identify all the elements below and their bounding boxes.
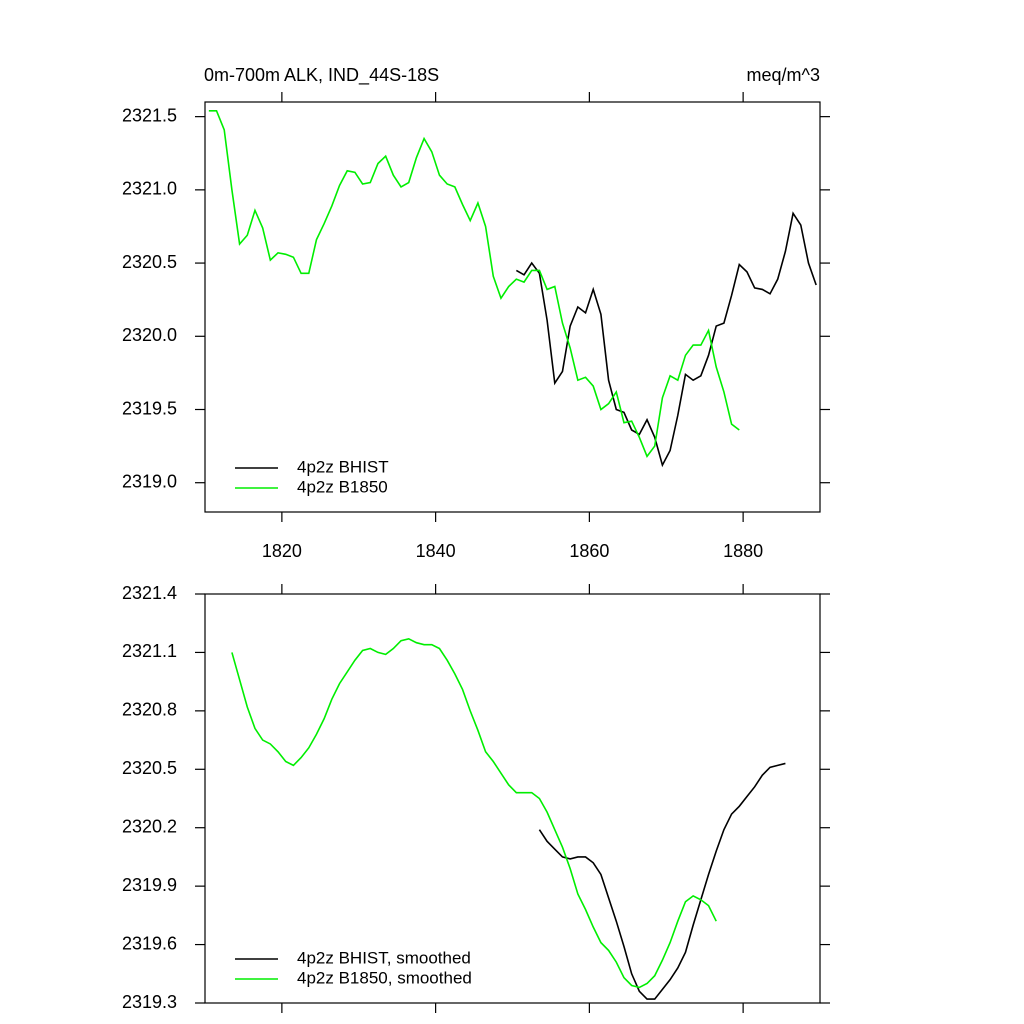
x-tick-label: 1860 xyxy=(569,541,609,561)
left-title: 0m-700m ALK, IND_44S-18S xyxy=(204,65,439,86)
x-tick-label: 1880 xyxy=(723,541,763,561)
y-tick-label: 2319.3 xyxy=(122,992,177,1012)
series-line xyxy=(208,109,740,458)
series-line xyxy=(515,211,817,468)
y-tick-label: 2319.6 xyxy=(122,933,177,953)
right-title: meq/m^3 xyxy=(747,65,820,85)
series-line xyxy=(231,637,717,989)
legend-label: 4p2z BHIST, smoothed xyxy=(297,948,471,967)
y-tick-label: 2320.2 xyxy=(122,816,177,836)
y-tick-label: 2320.5 xyxy=(122,758,177,778)
plot-frame xyxy=(204,101,821,513)
y-tick-label: 2321.4 xyxy=(122,583,177,603)
y-tick-label: 2320.0 xyxy=(122,325,177,345)
x-tick-label: 1820 xyxy=(262,541,302,561)
y-tick-label: 2319.5 xyxy=(122,398,177,418)
y-tick-label: 2321.0 xyxy=(122,179,177,199)
y-tick-label: 2320.5 xyxy=(122,252,177,272)
x-tick-label: 1840 xyxy=(416,541,456,561)
legend-label: 4p2z B1850 xyxy=(297,477,388,496)
legend-label: 4p2z B1850, smoothed xyxy=(297,968,472,987)
y-tick-label: 2319.9 xyxy=(122,875,177,895)
y-tick-label: 2321.1 xyxy=(122,641,177,661)
plot-frame xyxy=(204,593,821,1004)
y-tick-label: 2319.0 xyxy=(122,471,177,491)
series-line xyxy=(538,762,786,1000)
legend-label: 4p2z BHIST xyxy=(297,457,389,476)
y-tick-label: 2320.8 xyxy=(122,700,177,720)
y-tick-label: 2321.5 xyxy=(122,105,177,125)
